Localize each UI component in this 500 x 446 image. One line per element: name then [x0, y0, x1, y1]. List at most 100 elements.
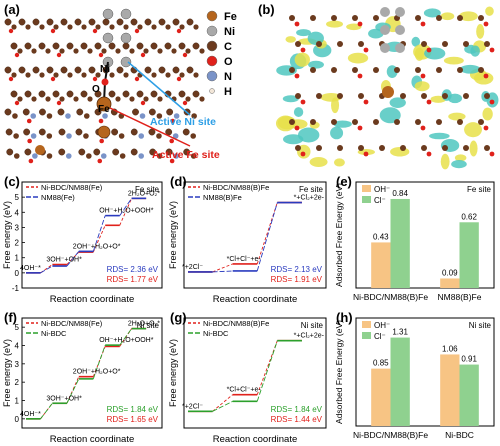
step-label: *+Cl₂+2e-: [294, 333, 325, 340]
carbon-atom: [25, 24, 31, 30]
step-label: *+2Cl⁻: [182, 264, 203, 271]
nickel-atom: [380, 25, 390, 35]
energy-connector: [212, 400, 233, 412]
iron-atom: [97, 125, 111, 139]
ring-atom: [30, 133, 37, 139]
legend-label: NM88(B)Fe: [203, 193, 242, 202]
carbon-atom: [165, 148, 173, 156]
oxygen-atom: [294, 125, 300, 131]
carbon-atom: [38, 90, 46, 98]
y-axis-label: Adsorbed Free Energy (eV): [334, 183, 344, 287]
charge-accumulation: [346, 23, 362, 31]
carbon-atom: [67, 72, 73, 78]
carbon-atom: [442, 41, 448, 47]
charge-depletion: [379, 107, 401, 124]
carbon-atom: [172, 66, 180, 74]
oxygen-atom: [101, 78, 109, 86]
carbon-atom: [46, 18, 54, 26]
carbon-atom: [122, 42, 130, 50]
oxygen-atom: [14, 52, 20, 58]
legend-label: Ni-BDC/NM88(Fe): [41, 183, 103, 192]
legend-label: OH⁻: [374, 321, 390, 330]
legend-marker-o: [206, 55, 218, 67]
nickel-atom: [102, 32, 114, 44]
carbon-atom: [67, 24, 73, 30]
nickel-atom: [380, 7, 390, 17]
carbon-atom: [137, 24, 143, 30]
carbon-atom: [158, 66, 166, 74]
chart-f: Ni site Reaction coordinate Free energy (e…: [2, 317, 163, 445]
ring-atom: [46, 133, 53, 139]
carbon-atom: [87, 48, 93, 54]
carbon-atom: [394, 119, 400, 125]
carbon-atom: [352, 67, 358, 73]
carbon-atom: [80, 90, 88, 98]
ring-atom: [118, 133, 125, 139]
charge-accumulation: [309, 157, 328, 167]
carbon-atom: [151, 72, 157, 78]
carbon-atom: [88, 18, 96, 26]
bar: [371, 242, 391, 288]
ring-atom: [83, 113, 90, 119]
carbon-atom: [4, 66, 12, 74]
carbon-atom: [18, 18, 26, 26]
charge-depletion: [330, 126, 344, 140]
y-tick-label: -1: [12, 284, 20, 293]
oxygen-atom: [14, 100, 20, 106]
charge-accumulation: [482, 107, 493, 121]
carbon-atom: [76, 108, 84, 116]
carbon-atom: [185, 48, 191, 54]
carbon-atom: [132, 108, 139, 116]
carbon-atom: [95, 24, 101, 30]
ni-site-label: Active Ni site: [150, 116, 216, 128]
oxygen-atom: [27, 138, 32, 144]
step-label: 2H₂O+O₂*: [128, 190, 160, 197]
carbon-atom: [463, 93, 469, 99]
carbon-atom: [129, 96, 135, 102]
category-label: NM88(B)Fe: [438, 292, 482, 302]
charge-accumulation: [476, 24, 485, 39]
carbon-atom: [39, 72, 45, 78]
legend-label: Ni-BDC: [203, 329, 229, 338]
legend-label: Ni-BDC/NM88(B)Fe: [203, 319, 269, 328]
carbon-atom: [310, 119, 316, 125]
nickel-atom: [380, 43, 390, 53]
plot-frame: [21, 317, 163, 429]
panel-label-a: (a): [4, 2, 20, 17]
carbon-atom: [148, 128, 156, 136]
carbon-atom: [73, 48, 79, 54]
oxygen-atom: [489, 99, 495, 105]
oxygen-atom: [140, 100, 146, 106]
ring-atom: [13, 153, 20, 159]
bar: [371, 368, 391, 426]
carbon-atom: [442, 145, 448, 151]
carbon-atom: [193, 72, 199, 78]
step-label: *+Cl₂+2e-: [294, 195, 325, 202]
legend-label: NM88(Fe): [41, 193, 75, 202]
rds-label: RDS= 1.91 eV: [271, 275, 323, 284]
energy-connector: [66, 251, 80, 265]
carbon-atom: [316, 93, 322, 99]
legend-label: Cl⁻: [374, 332, 386, 341]
y-axis-label: Free energy (eV): [168, 339, 178, 407]
oxygen-atom: [97, 158, 103, 164]
oxygen-atom: [134, 28, 140, 34]
panel-d: (d) Fe site Reaction coordinate Free energ…: [166, 174, 334, 306]
charge-accumulation: [458, 11, 478, 22]
carbon-atom: [5, 128, 13, 136]
carbon-atom: [157, 48, 163, 54]
chart-d: Fe site Reaction coordinate Free energy (e…: [168, 181, 327, 305]
carbon-atom: [186, 66, 194, 74]
carbon-atom: [60, 18, 68, 26]
carbon-atom: [31, 48, 37, 54]
carbon-atom: [18, 66, 26, 74]
charge-depletion: [429, 132, 450, 140]
carbon-atom: [157, 96, 163, 102]
legend-label-c: C: [224, 41, 232, 53]
x-axis-label: Reaction coordinate: [50, 294, 135, 305]
ring-atom: [12, 113, 18, 119]
carbon-atom: [478, 67, 484, 73]
oxygen-atom: [170, 118, 175, 124]
ring-atom: [156, 113, 163, 119]
legend-swatch: [362, 321, 371, 328]
